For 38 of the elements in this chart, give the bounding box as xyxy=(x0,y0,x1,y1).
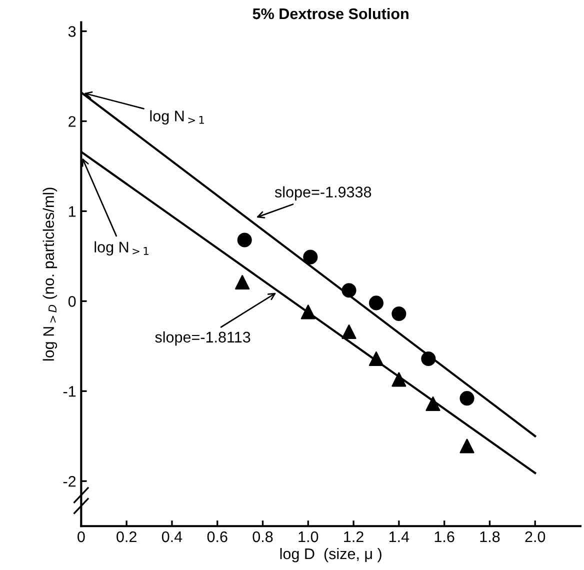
point xyxy=(342,324,356,340)
x-tick-label: 2.0 xyxy=(525,531,546,542)
point xyxy=(303,250,318,264)
point xyxy=(392,372,406,387)
point xyxy=(460,391,474,406)
y-tick-label: 3 xyxy=(68,26,76,37)
point xyxy=(300,304,316,320)
x-tick-label: 1.8 xyxy=(480,531,500,542)
annotation: log N$_{>1}$ xyxy=(150,110,204,124)
x-tick-label: 1.6 xyxy=(434,531,454,542)
annotation: slope=-1.9338 xyxy=(274,186,372,201)
point xyxy=(237,232,252,248)
x-axis-title: log D (size, μ ) xyxy=(280,548,382,562)
x-tick-label: 0 xyxy=(78,531,85,542)
point xyxy=(342,283,356,298)
y-tick-label: -2 xyxy=(63,476,76,487)
x-tick-label: 0.8 xyxy=(252,531,273,542)
x-tick-label: 0.6 xyxy=(207,531,228,542)
x-tick-label: 0.4 xyxy=(162,531,182,542)
x-tick-label: 1.4 xyxy=(389,532,410,542)
point xyxy=(368,351,384,366)
y-axis-title: log N$_{>D}$ (no. particles/ml) xyxy=(42,188,58,361)
y-tick-label: 1 xyxy=(68,206,76,217)
annotation: log N$_{>1}$ xyxy=(94,241,148,256)
point xyxy=(235,274,250,290)
point xyxy=(460,438,474,454)
x-tick-label: 0.2 xyxy=(116,531,136,542)
point xyxy=(368,296,384,310)
y-tick-label: -1 xyxy=(63,386,76,397)
point xyxy=(392,306,406,322)
chart-title: 5% Dextrose Solution xyxy=(252,8,408,20)
annotation: slope=-1.8113 xyxy=(155,331,250,346)
y-tick-label: 2 xyxy=(68,116,76,127)
x-tick-label: 1.2 xyxy=(344,531,364,542)
point xyxy=(421,351,436,366)
x-tick-label: 1.0 xyxy=(298,531,318,542)
y-tick-label: 0 xyxy=(68,296,76,307)
point xyxy=(426,396,440,412)
